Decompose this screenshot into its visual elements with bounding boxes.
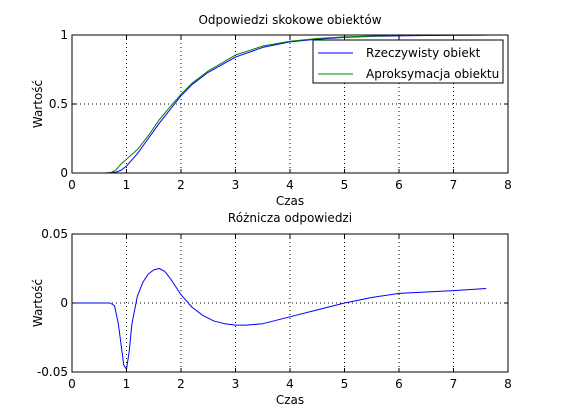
legend-box [312,39,504,84]
series-lines [72,268,487,370]
y-tick-label: 0 [60,296,68,310]
x-tick-label: 5 [341,377,349,391]
legend: Rzeczywisty obiekt Aproksymacja obiektu [312,39,504,84]
x-tick-label: 3 [232,178,240,192]
series-line-1 [72,34,487,174]
x-tick-label: 5 [341,178,349,192]
x-tick-label: 2 [177,377,185,391]
y-axis-label: Wartość [31,279,45,327]
x-tick-label: 1 [123,377,131,391]
x-tick-label: 4 [286,178,294,192]
y-tick-label: 0 [60,166,68,180]
x-axis-label: Czas [276,393,304,407]
x-tick-label: 8 [504,377,512,391]
series-lines [72,34,487,174]
x-tick-label: 3 [232,377,240,391]
difference-chart: Różnicza odpowiedzi 0 1 2 3 4 5 6 7 8-0.0500.05 … [31,211,512,407]
y-tick-label: 1 [60,28,68,42]
y-tick-label: 0.5 [49,97,68,111]
y-tick-label: -0.05 [37,365,68,379]
grid-lines [72,35,508,173]
x-tick-label: 4 [286,377,294,391]
x-axis-label: Czas [276,194,304,208]
x-tick-label: 7 [450,178,458,192]
chart-title: Odpowiedzi skokowe obiektów [198,13,381,27]
x-tick-label: 6 [395,377,403,391]
step-response-chart: Odpowiedzi skokowe obiektów 0 1 2 3 4 5 6 7 8 0 0.… [31,13,512,208]
x-tick-label: 7 [450,377,458,391]
x-tick-label: 0 [68,377,76,391]
y-axis-label: Wartość [31,80,45,128]
x-tick-label: 0 [68,178,76,192]
series-line-0 [72,268,487,370]
y-tick-label: 0.05 [41,227,68,241]
x-tick-label: 2 [177,178,185,192]
chart-title: Różnicza odpowiedzi [228,211,352,225]
x-tick-label: 1 [123,178,131,192]
x-tick-label: 6 [395,178,403,192]
legend-label-rzeczywisty: Rzeczywisty obiekt [366,46,481,60]
x-tick-label: 8 [504,178,512,192]
legend-label-aproksymacja: Aproksymacja obiektu [366,67,499,81]
axis-ticks: 0 1 2 3 4 5 6 7 8 0 0.5 1 [49,28,512,192]
